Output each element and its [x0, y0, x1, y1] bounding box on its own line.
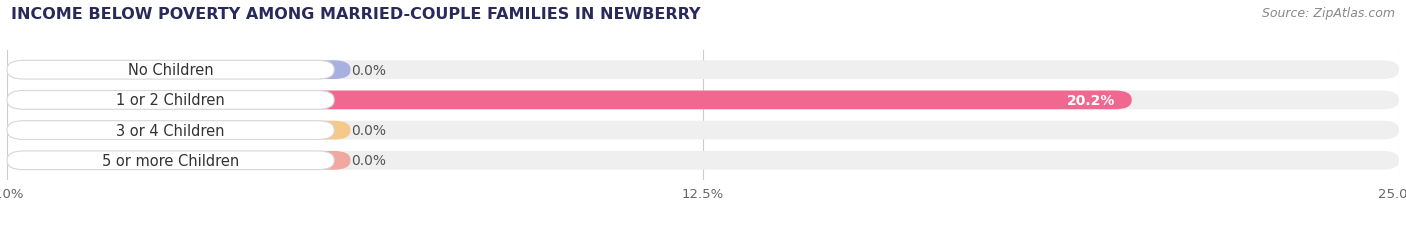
Text: 0.0%: 0.0% [352, 63, 385, 77]
FancyBboxPatch shape [7, 151, 350, 170]
FancyBboxPatch shape [7, 151, 335, 170]
FancyBboxPatch shape [7, 61, 1399, 80]
Text: Source: ZipAtlas.com: Source: ZipAtlas.com [1261, 7, 1395, 20]
Text: 5 or more Children: 5 or more Children [103, 153, 239, 168]
FancyBboxPatch shape [7, 91, 1399, 110]
FancyBboxPatch shape [7, 61, 335, 80]
Text: 0.0%: 0.0% [352, 154, 385, 168]
Text: INCOME BELOW POVERTY AMONG MARRIED-COUPLE FAMILIES IN NEWBERRY: INCOME BELOW POVERTY AMONG MARRIED-COUPL… [11, 7, 700, 22]
Text: 1 or 2 Children: 1 or 2 Children [117, 93, 225, 108]
Text: 3 or 4 Children: 3 or 4 Children [117, 123, 225, 138]
FancyBboxPatch shape [7, 61, 350, 80]
FancyBboxPatch shape [7, 121, 1399, 140]
Text: 0.0%: 0.0% [352, 124, 385, 137]
FancyBboxPatch shape [7, 151, 1399, 170]
FancyBboxPatch shape [7, 91, 1132, 110]
Text: 20.2%: 20.2% [1067, 94, 1115, 107]
Text: No Children: No Children [128, 63, 214, 78]
FancyBboxPatch shape [7, 91, 335, 110]
FancyBboxPatch shape [7, 121, 350, 140]
FancyBboxPatch shape [7, 121, 335, 140]
